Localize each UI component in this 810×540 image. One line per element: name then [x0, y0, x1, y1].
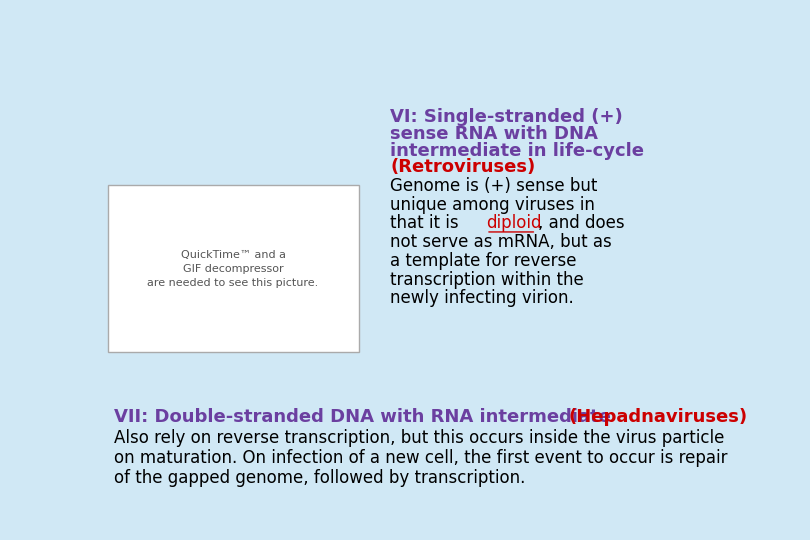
Text: Also rely on reverse transcription, but this occurs inside the virus particle: Also rely on reverse transcription, but …	[113, 429, 724, 447]
Text: transcription within the: transcription within the	[390, 271, 584, 288]
Text: (Retroviruses): (Retroviruses)	[390, 158, 535, 177]
Text: of the gapped genome, followed by transcription.: of the gapped genome, followed by transc…	[113, 469, 525, 487]
Text: on maturation. On infection of a new cell, the first event to occur is repair: on maturation. On infection of a new cel…	[113, 449, 727, 467]
Text: a template for reverse: a template for reverse	[390, 252, 577, 270]
Text: QuickTime™ and a
GIF decompressor
are needed to see this picture.: QuickTime™ and a GIF decompressor are ne…	[147, 249, 318, 287]
Text: , and does: , and does	[538, 214, 625, 233]
Text: VI: Single-stranded (+): VI: Single-stranded (+)	[390, 109, 623, 126]
Text: diploid: diploid	[486, 214, 542, 233]
Text: Genome is (+) sense but: Genome is (+) sense but	[390, 177, 598, 195]
Text: (Hepadnaviruses): (Hepadnaviruses)	[569, 408, 748, 426]
Text: VII: Double-stranded DNA with RNA intermediate: VII: Double-stranded DNA with RNA interm…	[113, 408, 617, 426]
Text: that it is: that it is	[390, 214, 464, 233]
Text: intermediate in life-cycle: intermediate in life-cycle	[390, 141, 644, 160]
Text: unique among viruses in: unique among viruses in	[390, 196, 595, 214]
FancyBboxPatch shape	[108, 185, 359, 352]
Text: newly infecting virion.: newly infecting virion.	[390, 289, 573, 307]
Text: not serve as mRNA, but as: not serve as mRNA, but as	[390, 233, 612, 251]
Text: sense RNA with DNA: sense RNA with DNA	[390, 125, 598, 143]
